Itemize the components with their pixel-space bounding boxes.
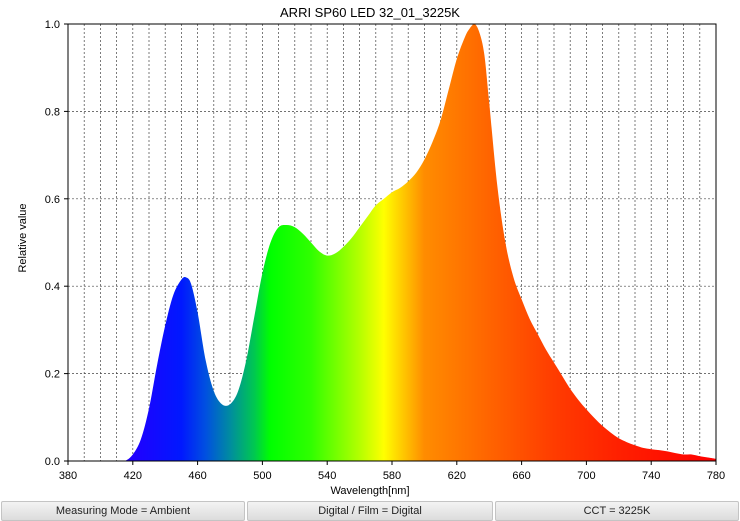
status-bar: Measuring Mode = Ambient Digital / Film … xyxy=(0,500,740,521)
y-tick-label: 1.0 xyxy=(45,19,60,31)
y-axis-ticks: 0.0 0.2 0.4 0.6 0.8 1.0 xyxy=(45,19,68,468)
y-tick-label: 0.0 xyxy=(45,456,60,468)
y-tick-label: 0.8 xyxy=(45,106,60,118)
y-tick-label: 0.6 xyxy=(45,194,60,206)
spectrum-area xyxy=(68,24,716,461)
x-tick-label: 420 xyxy=(124,470,142,482)
y-tick-label: 0.4 xyxy=(45,281,60,293)
x-tick-label: 740 xyxy=(642,470,660,482)
x-tick-label: 700 xyxy=(577,470,595,482)
measuring-mode-status: Measuring Mode = Ambient xyxy=(1,501,245,521)
x-tick-label: 780 xyxy=(707,470,725,482)
cct-status: CCT = 3225K xyxy=(495,501,739,521)
x-axis-ticks: 380 420 460 500 540 580 620 660 700 740 780 xyxy=(59,461,725,482)
spectrum-chart: 380 420 460 500 540 580 620 660 700 740 780 0.0 0.2… xyxy=(17,5,725,497)
x-tick-label: 380 xyxy=(59,470,77,482)
x-tick-label: 500 xyxy=(253,470,271,482)
x-tick-label: 620 xyxy=(448,470,466,482)
x-tick-label: 540 xyxy=(318,470,336,482)
x-axis-label: Wavelength[nm] xyxy=(330,485,409,497)
y-tick-label: 0.2 xyxy=(45,369,60,381)
y-axis-label: Relative value xyxy=(17,203,29,272)
chart-title: ARRI SP60 LED 32_01_3225K xyxy=(280,5,460,20)
x-tick-label: 660 xyxy=(512,470,530,482)
x-tick-label: 580 xyxy=(383,470,401,482)
digital-film-status: Digital / Film = Digital xyxy=(247,501,493,521)
x-tick-label: 460 xyxy=(188,470,206,482)
